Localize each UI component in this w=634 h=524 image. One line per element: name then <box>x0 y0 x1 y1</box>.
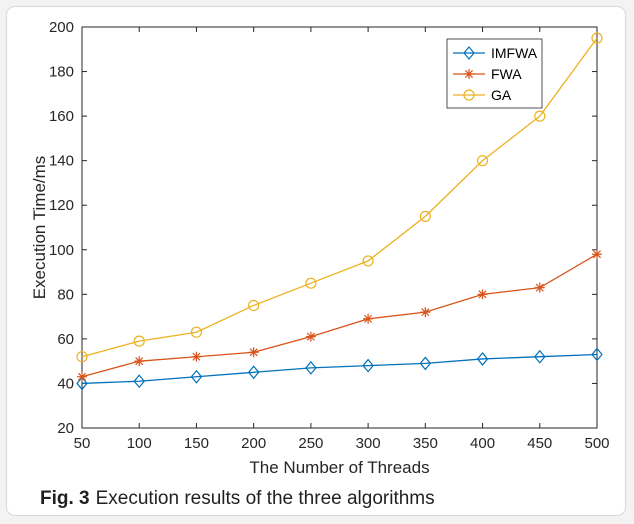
data-point-asterisk <box>134 356 145 367</box>
y-tick-label: 120 <box>49 197 74 214</box>
x-tick-label: 300 <box>356 435 381 452</box>
y-tick-label: 140 <box>49 153 74 170</box>
data-point-circle <box>248 299 260 312</box>
y-tick-label: 20 <box>57 420 74 437</box>
series-ga <box>76 32 603 363</box>
x-tick-label: 500 <box>584 435 609 452</box>
data-point-diamond <box>305 360 317 375</box>
data-point-asterisk <box>191 351 202 362</box>
data-point-asterisk <box>464 69 474 79</box>
data-point-circle <box>190 326 203 338</box>
data-point-circle <box>591 32 603 44</box>
figure-panel: 50 100 150 200 250 300 350 400 450 500 20 40 60 80 100… <box>6 6 626 516</box>
data-point-asterisk <box>534 282 545 293</box>
x-axis-label: The Number of Threads <box>249 458 429 477</box>
data-point-circle <box>133 335 145 347</box>
y-axis-label: Execution Time/ms <box>30 156 49 300</box>
legend-label: FWA <box>491 66 522 82</box>
series-fwa <box>77 249 602 382</box>
data-point-diamond <box>463 46 475 60</box>
series-imfwa <box>76 347 603 391</box>
x-tick-label: 450 <box>527 435 552 452</box>
legend-item: FWA <box>453 66 522 82</box>
x-tick-label: 150 <box>184 435 209 452</box>
line-chart: 50 100 150 200 250 300 350 400 450 500 20 40 60 80 100… <box>30 19 610 477</box>
data-point-circle <box>463 89 475 101</box>
legend-label: IMFWA <box>491 45 538 61</box>
series-line <box>81 353 598 385</box>
data-point-circle <box>305 277 317 289</box>
x-tick-label: 200 <box>241 435 266 452</box>
data-point-diamond <box>591 347 603 362</box>
x-tick-label: 50 <box>74 435 91 452</box>
y-tick-label: 160 <box>49 108 74 125</box>
data-point-asterisk <box>77 371 87 382</box>
data-point-diamond <box>419 356 432 371</box>
legend-item: GA <box>453 87 512 103</box>
series-line <box>81 37 598 358</box>
data-point-circle <box>362 255 374 267</box>
data-point-circle <box>476 155 489 167</box>
series-line <box>81 253 598 378</box>
data-point-asterisk <box>592 249 602 260</box>
data-point-asterisk <box>248 347 259 358</box>
data-point-asterisk <box>363 313 374 324</box>
figure-number: Fig. 3 <box>40 488 90 509</box>
y-tick-label: 80 <box>57 286 74 303</box>
data-point-diamond <box>76 376 88 391</box>
data-point-diamond <box>533 349 546 364</box>
data-point-circle <box>76 351 88 363</box>
legend-label: GA <box>491 87 512 103</box>
y-tick-label: 180 <box>49 64 74 81</box>
data-point-asterisk <box>420 307 431 318</box>
x-tick-label: 100 <box>127 435 152 452</box>
data-point-circle <box>534 110 546 122</box>
y-tick-label: 200 <box>49 19 74 36</box>
data-point-diamond <box>133 374 146 389</box>
data-point-circle <box>419 210 431 222</box>
data-point-asterisk <box>477 289 488 300</box>
x-tick-label: 400 <box>470 435 495 452</box>
y-tick-label: 60 <box>57 331 74 348</box>
figure-caption: Fig. 3 Execution results of the three alg… <box>40 488 435 510</box>
data-point-diamond <box>247 365 260 380</box>
caption-text: Execution results of the three algorithm… <box>95 488 435 509</box>
data-point-asterisk <box>305 331 316 342</box>
data-point-diamond <box>362 358 374 373</box>
y-tick-label: 40 <box>57 375 74 392</box>
y-tick-label: 100 <box>49 242 74 259</box>
x-tick-label: 350 <box>413 435 438 452</box>
data-point-diamond <box>190 369 203 384</box>
legend-item: IMFWA <box>453 45 538 61</box>
x-tick-label: 250 <box>298 435 323 452</box>
data-point-diamond <box>476 352 489 366</box>
